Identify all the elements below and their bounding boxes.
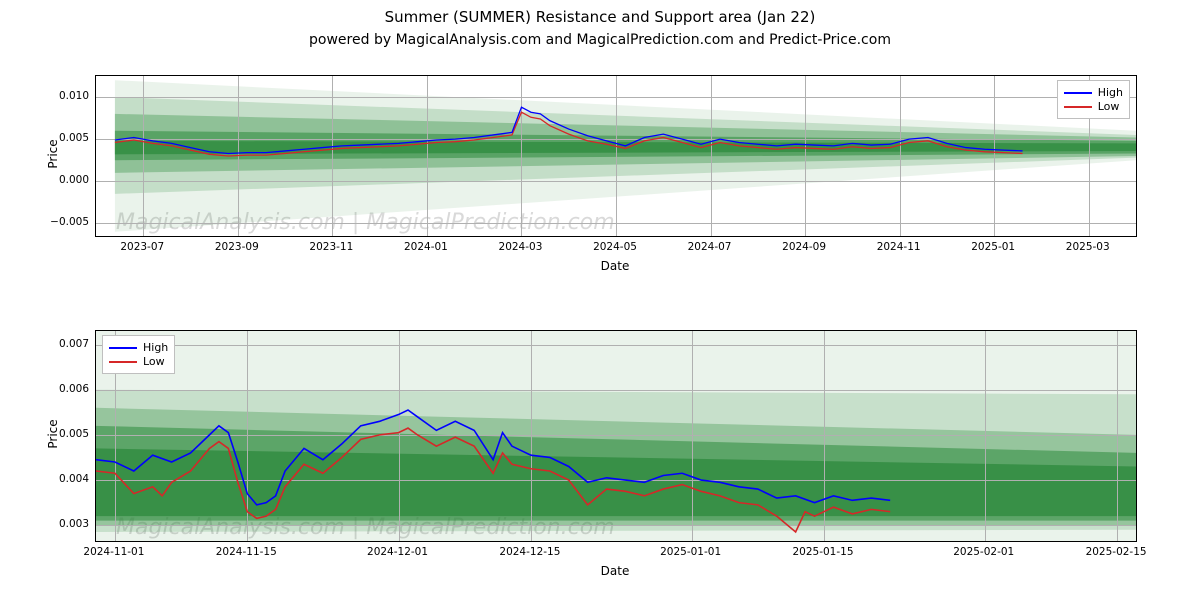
x-tick-label: 2023-11: [309, 241, 353, 253]
x-tick-label: 2024-11-15: [216, 546, 277, 558]
grid-line-vertical: [1117, 331, 1118, 541]
y-tick-label: −0.005: [47, 216, 89, 228]
grid-line-vertical: [531, 331, 532, 541]
grid-line-vertical: [143, 76, 144, 236]
grid-line-vertical: [900, 76, 901, 236]
grid-line-vertical: [692, 331, 693, 541]
x-tick-label: 2023-09: [215, 241, 259, 253]
grid-line-horizontal: [96, 390, 1136, 391]
y-tick-label: 0.005: [47, 428, 89, 440]
legend-label: Low: [143, 355, 165, 368]
x-tick-label: 2023-07: [120, 241, 164, 253]
legend-swatch: [109, 347, 137, 349]
y-tick-label: 0.007: [47, 338, 89, 350]
grid-line-vertical: [238, 76, 239, 236]
x-tick-label: 2024-12-01: [367, 546, 428, 558]
y-tick-label: 0.004: [47, 473, 89, 485]
legend: HighLow: [1057, 80, 1130, 119]
grid-line-horizontal: [96, 345, 1136, 346]
legend-swatch: [1064, 92, 1092, 94]
y-tick-label: 0.006: [47, 383, 89, 395]
grid-line-vertical: [332, 76, 333, 236]
y-tick-label: 0.003: [47, 518, 89, 530]
grid-line-horizontal: [96, 480, 1136, 481]
chart-1-xlabel: Date: [585, 259, 645, 273]
x-tick-label: 2025-03: [1066, 241, 1110, 253]
legend-item: High: [109, 341, 168, 354]
legend-item: High: [1064, 86, 1123, 99]
chart-1-plot-area: MagicalAnalysis.com | MagicalPrediction.…: [95, 75, 1137, 237]
legend-item: Low: [1064, 100, 1123, 113]
x-tick-label: 2025-02-01: [953, 546, 1014, 558]
series-low: [115, 112, 1023, 156]
chart-2-xlabel: Date: [585, 564, 645, 578]
grid-line-vertical: [521, 76, 522, 236]
grid-line-vertical: [427, 76, 428, 236]
grid-line-vertical: [985, 331, 986, 541]
legend-label: High: [1098, 86, 1123, 99]
grid-line-horizontal: [96, 181, 1136, 182]
grid-line-horizontal: [96, 97, 1136, 98]
x-tick-label: 2024-11-01: [83, 546, 144, 558]
grid-line-vertical: [805, 76, 806, 236]
series-high: [96, 410, 890, 505]
legend: HighLow: [102, 335, 175, 374]
legend-label: Low: [1098, 100, 1120, 113]
grid-line-vertical: [711, 76, 712, 236]
grid-line-vertical: [824, 331, 825, 541]
y-tick-label: 0.000: [47, 174, 89, 186]
chart-title: Summer (SUMMER) Resistance and Support a…: [0, 8, 1200, 26]
legend-label: High: [143, 341, 168, 354]
x-tick-label: 2024-09: [782, 241, 826, 253]
legend-swatch: [1064, 106, 1092, 108]
x-tick-label: 2025-01-01: [660, 546, 721, 558]
x-tick-label: 2025-02-15: [1086, 546, 1147, 558]
grid-line-horizontal: [96, 223, 1136, 224]
x-tick-label: 2024-05: [593, 241, 637, 253]
x-tick-label: 2024-01: [404, 241, 448, 253]
watermark-text: MagicalAnalysis.com | MagicalPrediction.…: [116, 515, 615, 540]
grid-line-horizontal: [96, 525, 1136, 526]
grid-line-vertical: [247, 331, 248, 541]
series-high: [115, 107, 1023, 153]
x-tick-label: 2024-11: [877, 241, 921, 253]
chart-page: { "title": "Summer (SUMMER) Resistance a…: [0, 0, 1200, 600]
chart-subtitle: powered by MagicalAnalysis.com and Magic…: [0, 32, 1200, 48]
y-tick-label: 0.010: [47, 90, 89, 102]
legend-swatch: [109, 361, 137, 363]
x-tick-label: 2025-01-15: [792, 546, 853, 558]
legend-item: Low: [109, 355, 168, 368]
grid-line-horizontal: [96, 139, 1136, 140]
series-svg: [96, 331, 1136, 541]
grid-line-horizontal: [96, 435, 1136, 436]
x-tick-label: 2025-01: [971, 241, 1015, 253]
chart-2-plot-area: MagicalAnalysis.com | MagicalPrediction.…: [95, 330, 1137, 542]
y-tick-label: 0.005: [47, 132, 89, 144]
x-tick-label: 2024-12-15: [499, 546, 560, 558]
grid-line-vertical: [399, 331, 400, 541]
grid-line-vertical: [616, 76, 617, 236]
support-resistance-bands: [96, 331, 1136, 541]
x-tick-label: 2024-03: [499, 241, 543, 253]
x-tick-label: 2024-07: [688, 241, 732, 253]
grid-line-vertical: [994, 76, 995, 236]
